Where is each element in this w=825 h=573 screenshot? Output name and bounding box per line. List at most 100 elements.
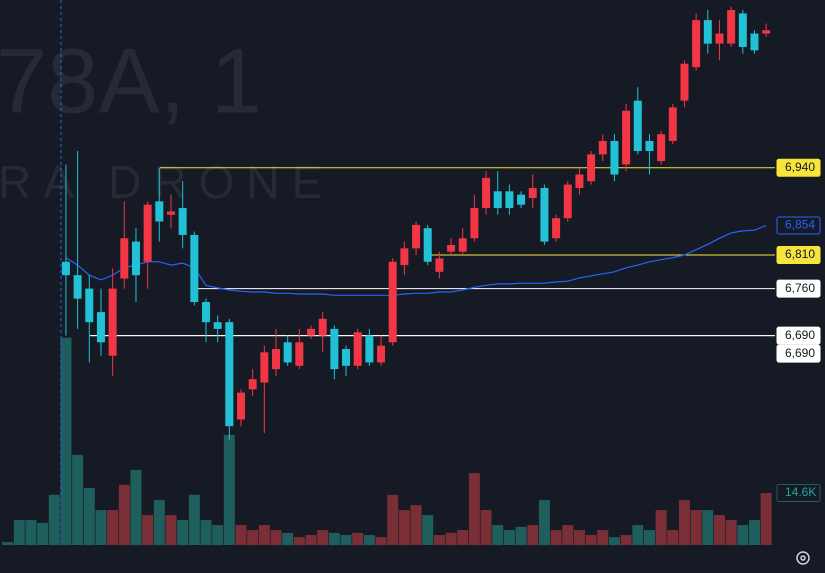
price-tag — [776, 246, 821, 265]
volume-bar — [702, 510, 714, 545]
volume-bar — [562, 525, 574, 545]
candle-body — [307, 328, 316, 336]
candle-body — [470, 208, 479, 239]
candle-body — [622, 110, 631, 165]
candle-body — [330, 328, 339, 370]
candle-body — [482, 177, 491, 209]
candle-body — [213, 322, 222, 329]
candle-body — [493, 191, 502, 209]
candle-body — [727, 10, 736, 44]
volume-bar — [643, 530, 655, 545]
candle-body — [61, 261, 70, 276]
volume-bar — [410, 505, 422, 545]
settings-icon[interactable] — [796, 551, 810, 565]
candle-body — [108, 288, 117, 356]
candle-body — [598, 140, 607, 155]
volume-bar — [352, 532, 364, 545]
candle-body — [435, 258, 444, 272]
volume-bar — [422, 515, 434, 545]
candle-body — [715, 33, 724, 44]
candle-body — [260, 352, 269, 383]
candle-body — [540, 187, 549, 242]
volume-bar — [130, 469, 142, 545]
volume-bar — [655, 510, 667, 545]
candle-body — [762, 30, 771, 34]
watermark-name: RA DRONE — [0, 156, 334, 208]
candle-body — [85, 288, 94, 323]
volume-bar — [142, 515, 154, 545]
settings-button[interactable] — [796, 551, 810, 565]
volume-bar — [538, 500, 550, 545]
volume-bar — [165, 515, 177, 545]
candle-body — [400, 248, 409, 266]
volume-bar — [760, 492, 772, 545]
volume-bar — [433, 535, 445, 545]
volume-bar — [690, 510, 702, 545]
candle-body — [318, 318, 327, 336]
volume-bar — [223, 434, 235, 545]
volume-bar — [597, 530, 609, 545]
volume-bar — [492, 525, 504, 545]
price-tag — [776, 326, 821, 345]
candle-body — [610, 140, 619, 175]
candle-body — [342, 349, 351, 366]
settings-icon-center — [800, 555, 806, 561]
candle-body — [155, 201, 164, 222]
candle-body — [528, 187, 537, 198]
volume-bar — [678, 500, 690, 545]
candle-body — [645, 140, 654, 152]
volume-bar — [83, 488, 95, 545]
candle-body — [96, 312, 105, 343]
candle-body — [423, 228, 432, 262]
price-tag — [776, 344, 821, 363]
volume-bar — [550, 530, 562, 545]
candle-body — [587, 154, 596, 182]
volume-bar — [118, 484, 130, 545]
candle-body — [447, 244, 456, 252]
volume-bar — [72, 454, 84, 545]
volume-bar — [282, 532, 294, 545]
candle-body — [365, 335, 374, 363]
volume-bar — [200, 520, 212, 545]
volume-bar — [235, 525, 247, 545]
candle-body — [295, 342, 304, 366]
volume-bar — [107, 510, 119, 545]
volume-bar — [503, 530, 515, 545]
candle-body — [178, 208, 187, 235]
volume-bar — [468, 473, 480, 545]
volume-bar — [270, 530, 282, 545]
volume-bar — [398, 510, 410, 545]
candle-body — [377, 345, 386, 363]
candle-body — [120, 238, 129, 279]
volume-bar — [317, 530, 329, 545]
volume-bar — [305, 535, 317, 545]
volume-bar — [387, 494, 399, 545]
candle-body — [703, 20, 712, 44]
volume-bar — [527, 525, 539, 545]
watermark-symbol: 78A, 1 — [0, 30, 262, 132]
candle-body — [272, 349, 281, 370]
candle-body — [283, 342, 292, 363]
price-tag — [776, 158, 821, 177]
candle-body — [552, 218, 561, 239]
volume-bar — [247, 530, 259, 545]
volume-bar — [37, 522, 49, 545]
candle-body — [668, 107, 677, 141]
volume-bar — [340, 535, 352, 545]
volume-bar — [25, 520, 37, 545]
candle-body — [131, 241, 140, 276]
price-tag-label: 6,810 — [785, 247, 815, 261]
candle-body — [73, 275, 82, 299]
candle-body — [143, 204, 152, 262]
candles — [61, 6, 771, 440]
volume-bar — [95, 510, 107, 545]
candle-body — [505, 191, 514, 209]
candle-body — [353, 332, 362, 366]
price-tag — [776, 216, 821, 235]
volume-bar — [2, 542, 14, 545]
candle-body — [750, 33, 759, 51]
candle-body — [680, 63, 689, 101]
volume-bar — [328, 532, 340, 545]
candle-body — [201, 302, 210, 323]
